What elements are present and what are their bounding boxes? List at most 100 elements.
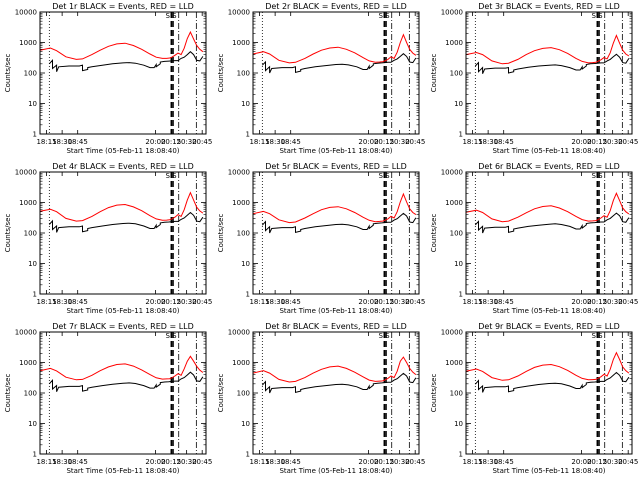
y-tick-label: 10000 — [228, 9, 250, 17]
y-tick-label: 1 — [33, 291, 37, 299]
series-events-black — [48, 371, 204, 392]
x-tick-label: 20:00 — [358, 298, 378, 306]
y-tick-label: 10000 — [228, 169, 250, 177]
x-tick-label: 18:30 — [478, 138, 498, 146]
y-tick-label: 1 — [33, 131, 37, 139]
series-lld-red — [465, 351, 630, 381]
x-axis-label: Start Time (05-Feb-11 18:08:40) — [492, 307, 605, 315]
y-tick-label: 100 — [24, 390, 37, 398]
series-events-black — [48, 51, 204, 72]
x-tick-label: 18:30 — [52, 298, 72, 306]
series-lld-red — [39, 30, 204, 60]
y-tick-label: 100 — [24, 70, 37, 78]
y-tick-label: 1 — [246, 131, 250, 139]
x-tick-label: 20:15 — [587, 138, 607, 146]
y-tick-label: 10000 — [15, 169, 37, 177]
x-tick-label: 20:00 — [145, 298, 165, 306]
x-tick-label: 20:45 — [192, 458, 212, 466]
x-tick-label: 20:15 — [161, 298, 181, 306]
x-tick-label: 20:30 — [603, 458, 623, 466]
x-axis-label: Start Time (05-Feb-11 18:08:40) — [66, 307, 179, 315]
x-tick-label: 18:45 — [494, 458, 514, 466]
y-tick-label: 1000 — [232, 199, 250, 207]
x-tick-label: 18:30 — [52, 458, 72, 466]
y-tick-label: 1000 — [445, 359, 463, 367]
y-axis-label: Counts/sec — [217, 54, 225, 93]
y-tick-label: 10 — [241, 100, 250, 108]
series-events-black — [474, 53, 630, 74]
plot-frame — [252, 331, 420, 455]
series-lld-red — [39, 191, 204, 222]
x-tick-label: 20:00 — [571, 138, 591, 146]
y-tick-label: 100 — [450, 230, 463, 238]
y-tick-label: 10000 — [15, 329, 37, 337]
x-tick-label: 20:15 — [587, 458, 607, 466]
plot-frame — [465, 171, 633, 295]
x-tick-label: 18:45 — [281, 458, 301, 466]
y-tick-label: 1 — [459, 291, 463, 299]
x-axis-label: Start Time (05-Feb-11 18:08:40) — [279, 467, 392, 475]
series-lld-red — [465, 34, 630, 65]
x-tick-label: 20:30 — [603, 298, 623, 306]
chart-title: Det 2r BLACK = Events, RED = LLD — [265, 2, 407, 11]
series-events-black — [261, 212, 417, 234]
chart-title: Det 1r BLACK = Events, RED = LLD — [52, 2, 194, 11]
x-tick-label: 20:15 — [161, 458, 181, 466]
x-tick-label: 18:15 — [36, 138, 56, 146]
x-tick-label: 18:15 — [462, 458, 482, 466]
x-tick-label: 20:15 — [161, 138, 181, 146]
y-tick-label: 10 — [241, 420, 250, 428]
x-tick-label: 18:45 — [68, 458, 88, 466]
y-tick-label: 1000 — [445, 199, 463, 207]
plot-frame — [39, 331, 207, 455]
chart-title: Det 3r BLACK = Events, RED = LLD — [478, 2, 620, 11]
y-axis-label: Counts/sec — [4, 374, 12, 413]
x-tick-label: 18:15 — [249, 298, 269, 306]
series-events-black — [261, 53, 417, 74]
x-tick-label: 18:15 — [249, 458, 269, 466]
y-axis-label: Counts/sec — [430, 54, 438, 93]
y-tick-label: 10000 — [15, 9, 37, 17]
plot-frame — [252, 11, 420, 135]
y-tick-label: 1 — [459, 131, 463, 139]
chart-title: Det 8r BLACK = Events, RED = LLD — [265, 322, 407, 331]
x-tick-label: 20:00 — [358, 138, 378, 146]
x-tick-label: 20:30 — [390, 298, 410, 306]
y-tick-label: 1 — [33, 451, 37, 459]
x-tick-label: 18:30 — [265, 458, 285, 466]
series-lld-red — [252, 33, 417, 64]
series-lld-red — [252, 356, 417, 383]
y-tick-label: 1000 — [232, 359, 250, 367]
x-tick-label: 18:15 — [462, 298, 482, 306]
x-tick-label: 18:45 — [68, 138, 88, 146]
y-tick-label: 10000 — [228, 329, 250, 337]
series-lld-red — [465, 192, 630, 223]
y-tick-label: 1000 — [445, 39, 463, 47]
y-tick-label: 1000 — [19, 359, 37, 367]
y-tick-label: 100 — [237, 390, 250, 398]
x-tick-label: 20:30 — [177, 138, 197, 146]
series-lld-red — [252, 192, 417, 224]
y-axis-label: Counts/sec — [217, 214, 225, 253]
y-tick-label: 1000 — [19, 199, 37, 207]
x-tick-label: 18:30 — [265, 298, 285, 306]
y-tick-label: 10 — [28, 420, 37, 428]
x-tick-label: 18:45 — [494, 138, 514, 146]
x-tick-label: 20:15 — [374, 138, 394, 146]
y-tick-label: 10 — [454, 260, 463, 268]
chart-title: Det 6r BLACK = Events, RED = LLD — [478, 162, 620, 171]
x-tick-label: 20:15 — [374, 298, 394, 306]
y-axis-label: Counts/sec — [430, 374, 438, 413]
x-tick-label: 20:45 — [405, 458, 425, 466]
chart-title: Det 5r BLACK = Events, RED = LLD — [265, 162, 407, 171]
x-axis-label: Start Time (05-Feb-11 18:08:40) — [492, 147, 605, 155]
y-tick-label: 1 — [246, 451, 250, 459]
